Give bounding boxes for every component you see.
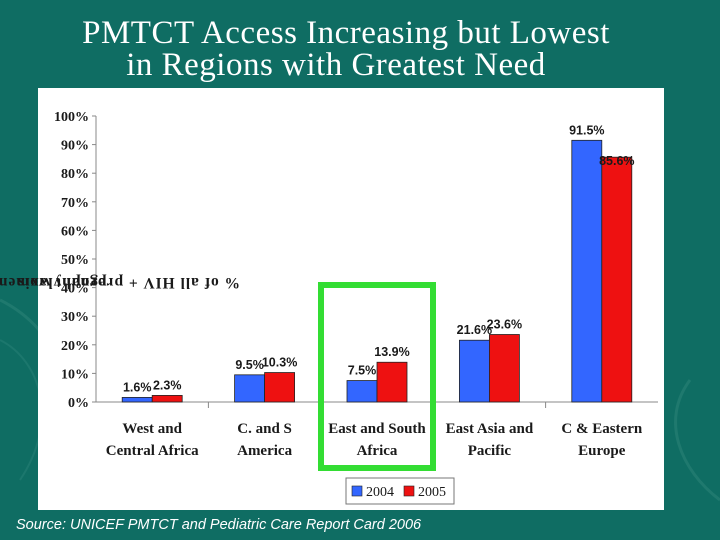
bar-2005 <box>151 395 183 403</box>
legend-box <box>345 477 455 505</box>
x-category-label: East Asia and <box>446 421 534 437</box>
legend-swatch-2004 <box>351 485 363 497</box>
y-tick-label: 50% <box>61 253 89 268</box>
legend-swatch-2005 <box>403 485 415 497</box>
data-label-2005: 2.3% <box>153 378 182 392</box>
x-category-label: America <box>237 443 292 459</box>
data-label-2004: 1.6% <box>123 380 152 394</box>
data-label-2004: 7.5% <box>348 364 377 378</box>
data-label-2005: 10.3% <box>262 356 297 370</box>
data-label-2004: 21.6% <box>457 323 492 337</box>
x-category-label: Europe <box>578 443 626 459</box>
bar-2005 <box>376 361 408 403</box>
legend-label-2004: 2004 <box>366 485 394 500</box>
y-axis-label-line-2: prophylaxis <box>17 274 107 291</box>
data-label-2005: 23.6% <box>487 318 522 332</box>
x-category-label: Central Africa <box>106 443 199 459</box>
data-label-2004: 91.5% <box>569 123 604 137</box>
x-category-label: West and <box>122 421 182 437</box>
data-label-2005: 13.9% <box>374 345 409 359</box>
y-tick-label: 0% <box>68 396 89 411</box>
bar-2004 <box>458 339 490 403</box>
data-label-2004: 9.5% <box>235 358 264 372</box>
bar-2005 <box>488 334 520 403</box>
y-tick-label: 80% <box>61 167 89 182</box>
y-tick-label: 90% <box>61 139 89 154</box>
bar-chart: 0% 10% 20% 30% 40% 50% 60% 70% 80% 90% 100% 1.6% 2.3… <box>54 110 658 505</box>
y-tick-label: 40% <box>61 282 89 297</box>
bar-2004 <box>121 397 153 403</box>
x-category-label: Africa <box>357 443 398 459</box>
source-citation: Source: UNICEF PMTCT and Pediatric Care … <box>16 517 422 533</box>
y-tick-label: 20% <box>61 339 89 354</box>
x-category-label: C & Eastern <box>561 421 642 437</box>
slide-title-line-2: in Regions with Greatest Need <box>126 47 546 83</box>
x-category-label: East and South <box>328 421 426 437</box>
bar-2005 <box>601 156 633 403</box>
x-category-label: C. and S <box>237 421 292 437</box>
y-tick-label: 70% <box>61 196 89 211</box>
bar-2004 <box>346 380 378 403</box>
y-tick-label: 60% <box>61 224 89 239</box>
highlight-box <box>318 282 436 471</box>
bar-2005 <box>264 372 296 403</box>
y-tick-label: 100% <box>54 110 89 125</box>
x-category-label: Pacific <box>468 443 512 459</box>
y-axis-label: % of all HIV + pregnant women receiving … <box>0 104 240 460</box>
y-tick-label: 30% <box>61 310 89 325</box>
bar-2004 <box>234 374 266 403</box>
slide-title-line-1: PMTCT Access Increasing but Lowest <box>82 15 610 51</box>
chart-panel <box>38 88 664 510</box>
legend-label-2005: 2005 <box>418 485 446 500</box>
bar-2004 <box>571 139 603 403</box>
data-label-2005: 85.6% <box>599 154 634 168</box>
y-tick-label: 10% <box>61 367 89 382</box>
